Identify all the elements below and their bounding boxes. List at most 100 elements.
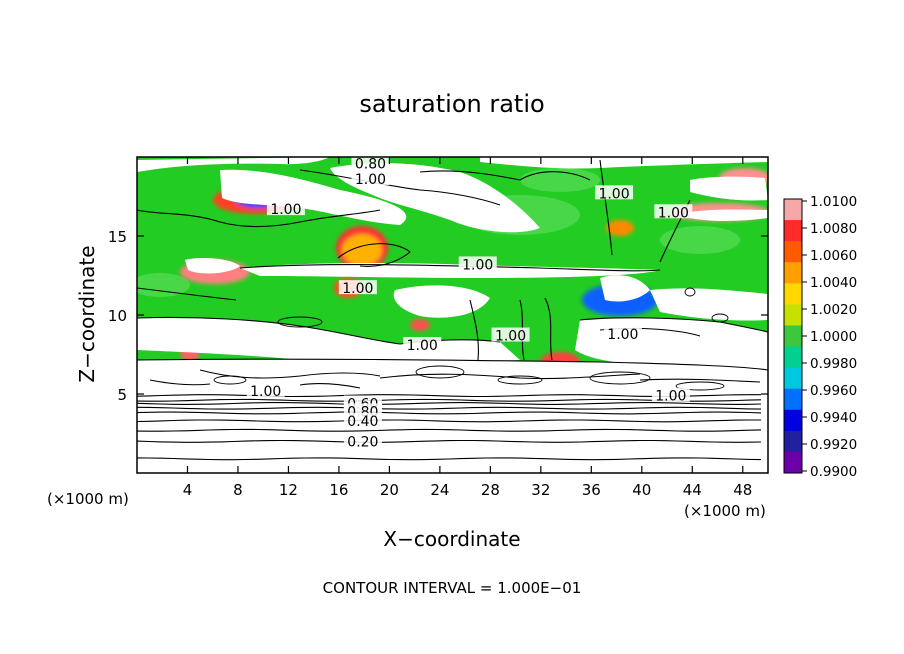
contour-label-halo xyxy=(351,157,390,170)
colorbar-label: 0.9980 xyxy=(810,356,857,372)
fringe-red xyxy=(410,319,430,331)
contour-label: 1.00 xyxy=(270,202,301,218)
stratified-contour xyxy=(137,439,762,443)
colorbar-label: 0.9900 xyxy=(810,464,857,480)
colorbar-label: 1.0040 xyxy=(810,275,857,291)
cell-contour xyxy=(213,375,247,385)
white-region xyxy=(137,359,768,473)
white-region xyxy=(600,275,650,302)
contour-line xyxy=(137,209,381,228)
x-axis-label: X−coordinate xyxy=(383,527,520,551)
contour-line xyxy=(299,169,501,206)
cell-contour xyxy=(277,316,323,328)
colorbar-label: 0.9920 xyxy=(810,437,857,453)
x-tick-label: 28 xyxy=(481,481,500,499)
white-region xyxy=(690,209,768,221)
contour-line xyxy=(337,243,411,267)
colorbar-label: 1.0000 xyxy=(810,329,857,345)
contour-line xyxy=(639,378,761,383)
colorbar-swatch xyxy=(784,451,802,474)
white-region xyxy=(480,157,768,169)
colorbar-swatch xyxy=(784,283,802,305)
x-tick-label: 20 xyxy=(380,481,399,499)
contour-label-halo xyxy=(266,201,305,216)
contour-label: 1.00 xyxy=(607,327,638,343)
cell-contour xyxy=(415,365,465,379)
white-regions xyxy=(137,157,768,473)
contour-line xyxy=(137,358,768,371)
contour-label-halo xyxy=(458,256,497,271)
white-region xyxy=(393,285,490,318)
colorbar-swatch xyxy=(784,367,802,390)
contour-label-halo xyxy=(651,387,690,402)
y-tick-label: 15 xyxy=(108,228,127,246)
white-region xyxy=(137,317,520,363)
light-green-patch xyxy=(660,226,740,254)
colorbar-swatch xyxy=(784,199,802,221)
colorbar-label: 1.0080 xyxy=(810,221,857,237)
contour-line xyxy=(419,170,591,181)
x-tick-label: 40 xyxy=(632,481,651,499)
closed-cell-contours xyxy=(213,287,729,391)
x-axis: 4 8 12 16 20 24 28 32 36 40 44 48 xyxy=(183,157,752,499)
contour-label-halo xyxy=(338,280,377,295)
contour-interval-note: CONTOUR INTERVAL = 1.000E−01 xyxy=(323,579,582,597)
contour-line xyxy=(579,317,768,333)
contour-label: 1.00 xyxy=(658,205,689,221)
contour-label-halo xyxy=(491,327,530,342)
white-region xyxy=(137,157,330,172)
contour-line xyxy=(379,373,641,380)
cell-contour xyxy=(497,375,543,385)
x-tick-label: 4 xyxy=(183,481,193,499)
contour-line xyxy=(137,316,401,345)
contour-line xyxy=(149,379,211,386)
contour-label: 1.00 xyxy=(462,257,493,273)
contour-label: 0.80 xyxy=(355,156,386,172)
contour-line xyxy=(137,287,237,301)
white-region xyxy=(240,263,660,278)
contour-line xyxy=(199,369,381,379)
colorbar-label: 0.9940 xyxy=(810,410,857,426)
white-region xyxy=(220,169,407,225)
fringe-orange xyxy=(342,234,382,266)
cell-contour xyxy=(675,381,725,391)
cell-contour xyxy=(589,371,651,385)
contour-label: 1.00 xyxy=(655,389,686,405)
contour-lines xyxy=(137,159,768,389)
contour-label: 1.00 xyxy=(342,281,373,297)
contour-label: 0.20 xyxy=(347,434,378,450)
x-unit-label-right: (×1000 m) xyxy=(684,502,766,520)
x-tick-label: 48 xyxy=(733,481,752,499)
plot-area: 0.801.001.001.001.001.001.001.001.001.00… xyxy=(137,156,768,473)
contour-label: 1.00 xyxy=(250,384,281,400)
stratified-contour xyxy=(137,402,762,405)
colorbar-label: 1.0100 xyxy=(810,194,857,210)
light-green-patch xyxy=(520,168,600,192)
contour-label-halo xyxy=(351,171,390,186)
contour-label-halo xyxy=(246,382,285,397)
stratified-contour xyxy=(137,411,762,415)
contour-labels: 0.801.001.001.001.001.001.001.001.001.00… xyxy=(246,156,693,450)
colorbar-label: 0.9960 xyxy=(810,383,857,399)
cell-contour xyxy=(684,287,696,297)
contour-label: 1.00 xyxy=(495,329,526,345)
y-axis-label: Z−coordinate xyxy=(75,245,99,382)
x-tick-label: 44 xyxy=(683,481,702,499)
white-region xyxy=(690,176,768,201)
x-tick-label: 12 xyxy=(279,481,298,499)
chart-title: saturation ratio xyxy=(359,90,544,118)
contour-label-halo xyxy=(343,433,382,448)
x-tick-label: 24 xyxy=(430,481,449,499)
colorbar-swatch xyxy=(784,409,802,432)
contour-line xyxy=(544,297,553,361)
x-tick-label: 32 xyxy=(531,481,550,499)
contour-label-halo xyxy=(654,204,693,219)
x-unit-label-left: (×1000 m) xyxy=(47,490,129,508)
colorbar-label: 1.0060 xyxy=(810,248,857,264)
colorbar: 1.0100 1.0080 1.0060 1.0040 1.0020 1.0000 0.99… xyxy=(783,194,857,480)
colorbar-swatch xyxy=(784,220,802,242)
contour-label-halo xyxy=(343,412,382,427)
white-region xyxy=(650,288,768,321)
cell-contour xyxy=(711,313,729,323)
